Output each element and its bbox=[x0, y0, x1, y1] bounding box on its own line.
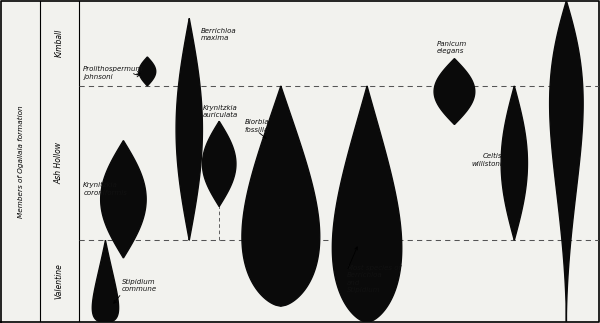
Text: Krynitzkia
coroniformis: Krynitzkia coroniformis bbox=[83, 182, 127, 196]
Polygon shape bbox=[332, 86, 402, 322]
Text: Berrichloa
maxima: Berrichloa maxima bbox=[201, 28, 237, 41]
Text: Ash Hollow: Ash Hollow bbox=[55, 142, 64, 184]
Polygon shape bbox=[176, 18, 202, 240]
Polygon shape bbox=[242, 86, 320, 306]
Polygon shape bbox=[101, 141, 146, 258]
Polygon shape bbox=[550, 1, 583, 322]
Text: Panicum
elegans: Panicum elegans bbox=[436, 41, 467, 54]
Text: Most species of
Berrichloa
and
Stipidium: Most species of Berrichloa and Stipidium bbox=[347, 265, 401, 293]
Text: Prolithospermum
johnsoni: Prolithospermum johnsoni bbox=[83, 66, 143, 80]
Text: Valentine: Valentine bbox=[55, 263, 64, 299]
Polygon shape bbox=[434, 58, 475, 124]
Text: Celtis
willistoni: Celtis willistoni bbox=[472, 153, 502, 167]
Text: Members of Ogallala formation: Members of Ogallala formation bbox=[17, 105, 23, 218]
Polygon shape bbox=[139, 57, 156, 86]
Text: Biorbia
fossilia: Biorbia fossilia bbox=[245, 120, 269, 133]
Polygon shape bbox=[92, 240, 119, 322]
Polygon shape bbox=[202, 121, 236, 206]
Text: Kimball: Kimball bbox=[55, 29, 64, 57]
Polygon shape bbox=[501, 86, 527, 240]
Text: Krynitzkia
auriculata: Krynitzkia auriculata bbox=[203, 105, 238, 119]
Text: Stipidium
commune: Stipidium commune bbox=[122, 278, 157, 292]
